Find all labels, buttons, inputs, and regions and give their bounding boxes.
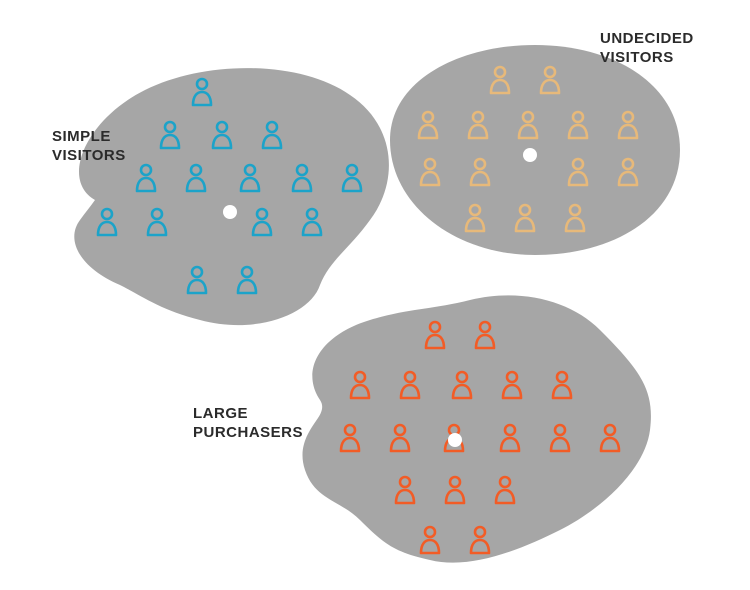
centroid-large [448, 433, 462, 447]
cluster-label-simple: SIMPLE VISITORS [52, 128, 126, 166]
cluster-label-undecided: UNDECIDED VISITORS [600, 30, 694, 68]
diagram-svg [0, 0, 750, 590]
centroid-simple [223, 205, 237, 219]
cluster-label-large: LARGE PURCHASERS [193, 405, 303, 443]
centroid-undecided [523, 148, 537, 162]
cluster-blob-simple [74, 68, 389, 325]
cluster-blob-undecided [390, 45, 680, 255]
cluster-diagram: SIMPLE VISITORS UNDECIDED VISITORS LARGE P… [0, 0, 750, 590]
